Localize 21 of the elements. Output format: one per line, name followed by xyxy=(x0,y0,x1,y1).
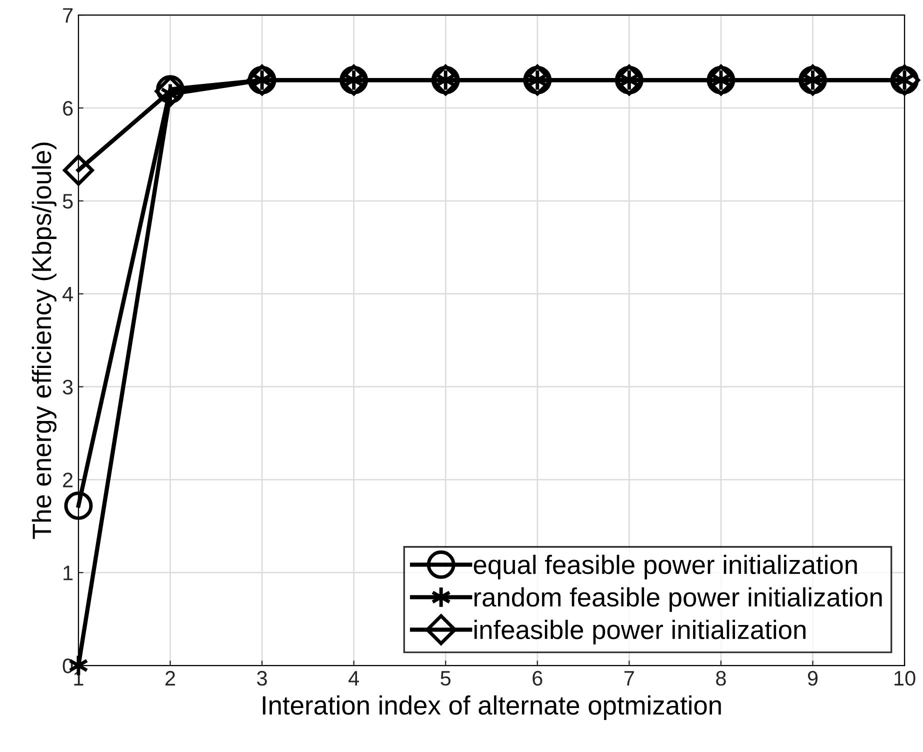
y-tick-label: 5 xyxy=(62,194,73,209)
x-tick-label: 4 xyxy=(348,671,359,686)
legend-label: infeasible power initialization xyxy=(474,620,806,644)
x-tick-label: 3 xyxy=(257,670,267,686)
x-tick-label: 2 xyxy=(166,670,175,686)
y-tick-label: 4 xyxy=(62,287,73,302)
y-axis-title: The energy efficiency (Kbps/joule) xyxy=(32,142,56,539)
x-tick-label: 7 xyxy=(624,671,634,686)
y-tick-label: 3 xyxy=(62,380,73,394)
y-tick-label: 7 xyxy=(63,8,73,23)
x-axis-title: Interation index of alternate optmization xyxy=(262,695,721,720)
x-tick-label: 8 xyxy=(716,670,726,686)
legend-label: random feasible power initialization xyxy=(474,587,882,612)
y-tick-label: 6 xyxy=(63,100,73,116)
x-tick-label: 6 xyxy=(532,670,542,686)
legend-label: equal feasible power initialization xyxy=(474,554,857,580)
x-tick-label: 5 xyxy=(440,671,451,686)
x-tick-label: 9 xyxy=(808,670,818,686)
x-tick-label: 10 xyxy=(894,670,916,686)
y-tick-label: 1 xyxy=(64,566,73,580)
y-tick-label: 2 xyxy=(63,472,73,488)
